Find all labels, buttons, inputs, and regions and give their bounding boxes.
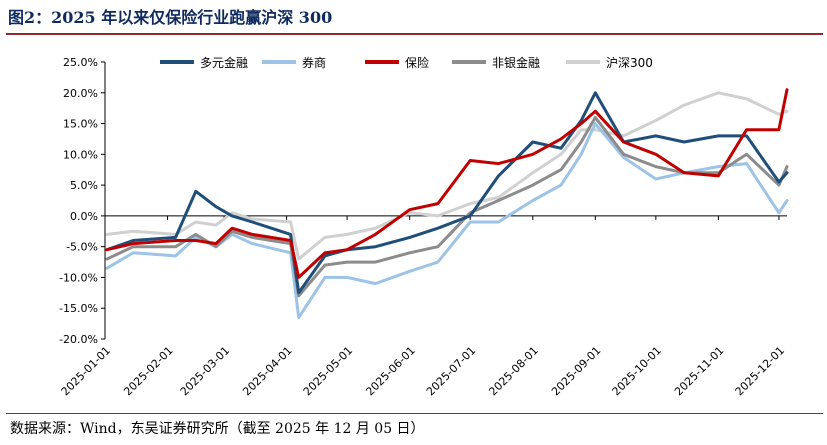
y-tick-label: -20.0%	[59, 333, 98, 346]
x-tick-label: 2025-02-01	[121, 344, 175, 398]
legend-label: 保险	[405, 55, 429, 70]
source-divider	[6, 413, 823, 414]
x-tick-label: 2025-06-01	[363, 344, 417, 398]
y-tick-label: 15.0%	[63, 118, 98, 131]
legend-label: 沪深300	[606, 56, 653, 70]
legend-label: 多元金融	[200, 55, 248, 70]
series-line-3	[105, 115, 789, 298]
y-tick-label: -10.0%	[59, 271, 98, 284]
x-tick-label: 2025-10-01	[610, 344, 664, 398]
legend-item: 保险	[365, 55, 429, 70]
source-note: 数据来源：Wind，东吴证券研究所（截至 2025 年 12 月 05 日）	[10, 421, 425, 437]
y-tick-label: 25.0%	[63, 56, 98, 69]
x-tick-label: 2025-12-01	[733, 344, 787, 398]
legend-item: 非银金融	[452, 55, 540, 70]
title-divider	[6, 33, 823, 35]
line-chart: 25.0% 20.0% 15.0% 10.0% 5.0% 0.0% -5.0% -10.0% -…	[59, 55, 789, 398]
series-line-2	[105, 88, 789, 279]
series-line-1	[105, 122, 789, 319]
y-tick-label: -15.0%	[59, 302, 98, 315]
x-tick-label: 2025-04-01	[240, 344, 294, 398]
legend-label: 非银金融	[492, 55, 540, 70]
legend-item: 沪深300	[566, 56, 653, 70]
y-tick-label: -5.0%	[66, 241, 98, 254]
legend-item: 券商	[262, 55, 326, 70]
legend-item: 多元金融	[160, 55, 248, 70]
x-tick-label: 2025-01-01	[59, 344, 113, 398]
y-tick-label: 10.0%	[63, 148, 98, 161]
y-tick-label: 5.0%	[70, 179, 98, 192]
legend-label: 券商	[302, 55, 326, 70]
legend: 多元金融 券商 保险 非银金融 沪深300	[160, 55, 653, 70]
series-line-4	[105, 91, 789, 261]
y-tick-label: 20.0%	[63, 87, 98, 100]
x-tick-label: 2025-11-01	[672, 344, 726, 398]
y-tick-label: 0.0%	[70, 210, 98, 223]
series-layer	[105, 88, 789, 319]
x-tick-label: 2025-05-01	[301, 344, 355, 398]
chart-title: 图2：2025 年以来仅保险行业跑赢沪深 300	[8, 8, 333, 27]
x-tick-label: 2025-09-01	[549, 344, 603, 398]
x-tick-label: 2025-07-01	[424, 344, 478, 398]
x-tick-label: 2025-03-01	[178, 344, 232, 398]
x-tick-label: 2025-08-01	[486, 344, 540, 398]
series-line-0	[105, 91, 789, 295]
